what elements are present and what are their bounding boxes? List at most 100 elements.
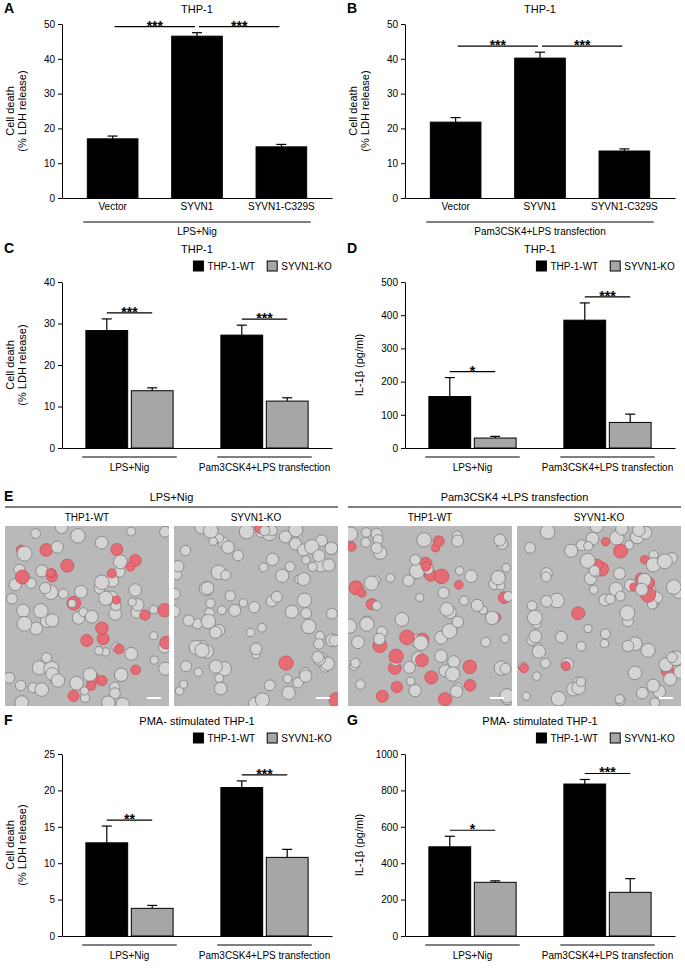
error-cap xyxy=(192,32,202,33)
panel-label: G xyxy=(347,712,358,728)
cell xyxy=(647,679,660,692)
cell xyxy=(540,526,555,539)
tick-mark xyxy=(401,382,405,383)
micrograph xyxy=(5,526,169,706)
group-underline xyxy=(83,222,310,223)
cell xyxy=(127,527,136,536)
bar xyxy=(131,391,173,448)
tick-label: 10 xyxy=(387,158,399,169)
cell xyxy=(348,542,356,551)
error-bar xyxy=(580,303,590,320)
cell xyxy=(279,531,291,543)
y-axis: 0100200300400500 xyxy=(381,277,405,454)
panel: 02004006008001000GPMA- stimulated THP-1I… xyxy=(347,712,676,961)
cell xyxy=(326,542,338,554)
axis-line xyxy=(63,936,333,937)
tick-mark xyxy=(401,900,405,901)
cell xyxy=(302,556,310,564)
panel-label: C xyxy=(4,240,14,256)
tick-mark xyxy=(401,128,405,129)
legend-item: THP-1-WT xyxy=(193,733,255,744)
cell xyxy=(285,605,298,618)
cell xyxy=(616,526,629,535)
bar xyxy=(131,908,173,936)
marks xyxy=(429,779,651,936)
cell xyxy=(471,599,483,611)
category-label: Pam3CSK4+LPS transfection xyxy=(199,462,330,473)
cell xyxy=(271,591,282,602)
group-underline xyxy=(425,457,520,458)
group-underline xyxy=(560,945,655,946)
cell xyxy=(140,610,150,620)
x-axis xyxy=(63,936,333,937)
error-cap xyxy=(535,52,545,53)
bar xyxy=(221,335,263,448)
cell xyxy=(129,584,142,597)
category-label: Pam3CSK4+LPS transfection xyxy=(542,462,673,473)
legend: THP-1-WTSYVN1-KO xyxy=(193,733,332,744)
cell xyxy=(494,534,506,546)
axis-line xyxy=(62,283,63,449)
cell xyxy=(68,690,79,701)
bar xyxy=(599,151,650,198)
y-tick: 30 xyxy=(44,318,62,329)
error-line xyxy=(584,303,585,320)
cell xyxy=(372,601,381,610)
cell xyxy=(532,645,545,658)
group-underline xyxy=(425,945,520,946)
cell xyxy=(17,604,30,617)
y-tick: 50 xyxy=(44,19,62,30)
error-line xyxy=(584,779,585,784)
tick-label: 100 xyxy=(381,410,398,421)
cell xyxy=(323,559,335,571)
bar xyxy=(266,401,308,448)
y-tick: 30 xyxy=(44,88,62,99)
tick-mark xyxy=(58,754,62,755)
y-axis: 01020304050 xyxy=(387,19,406,204)
cell xyxy=(255,693,269,706)
y-tick: 30 xyxy=(387,88,405,99)
error-line xyxy=(455,118,456,123)
cell xyxy=(386,574,395,583)
marks xyxy=(86,781,308,936)
tick-mark xyxy=(401,59,405,60)
cell xyxy=(150,656,158,664)
cell xyxy=(107,569,116,578)
cell xyxy=(221,570,231,580)
y-axis-title: IL-1β (pg/ml) xyxy=(353,814,365,877)
cell xyxy=(51,674,64,687)
cell xyxy=(174,606,180,617)
cell xyxy=(464,680,476,692)
tick-mark xyxy=(58,24,62,25)
y-tick: 400 xyxy=(381,310,405,321)
panel-label: E xyxy=(4,488,13,504)
error-bar xyxy=(490,436,500,438)
tick-mark xyxy=(401,448,405,449)
error-cap xyxy=(490,880,500,881)
cell xyxy=(527,601,537,611)
cell xyxy=(46,614,59,627)
cell xyxy=(485,611,498,624)
y-tick: 500 xyxy=(381,277,405,288)
y-tick: 10 xyxy=(44,858,62,869)
error-bar xyxy=(102,319,112,331)
cell xyxy=(519,664,528,673)
tick-label: SYVN1 xyxy=(181,201,214,212)
tick-mark xyxy=(58,827,62,828)
cell xyxy=(34,604,48,618)
legend: THP-1-WTSYVN1-KO xyxy=(193,261,332,272)
legend-item: SYVN1-KO xyxy=(267,261,332,272)
tick-label: 30 xyxy=(387,88,399,99)
axis-line xyxy=(405,283,406,449)
tick-mark xyxy=(401,790,405,791)
cell xyxy=(540,658,550,668)
chart-title: PMA- stimulated THP-1 xyxy=(139,715,254,727)
tick-label: SYVN1 xyxy=(524,201,557,212)
tick-mark xyxy=(58,198,62,199)
cell xyxy=(600,639,609,648)
category-label: LPS+Nig xyxy=(453,950,493,961)
y-tick: 40 xyxy=(44,277,62,288)
cell xyxy=(312,651,324,663)
y-axis: 010203040 xyxy=(44,277,63,454)
cell xyxy=(356,680,366,690)
